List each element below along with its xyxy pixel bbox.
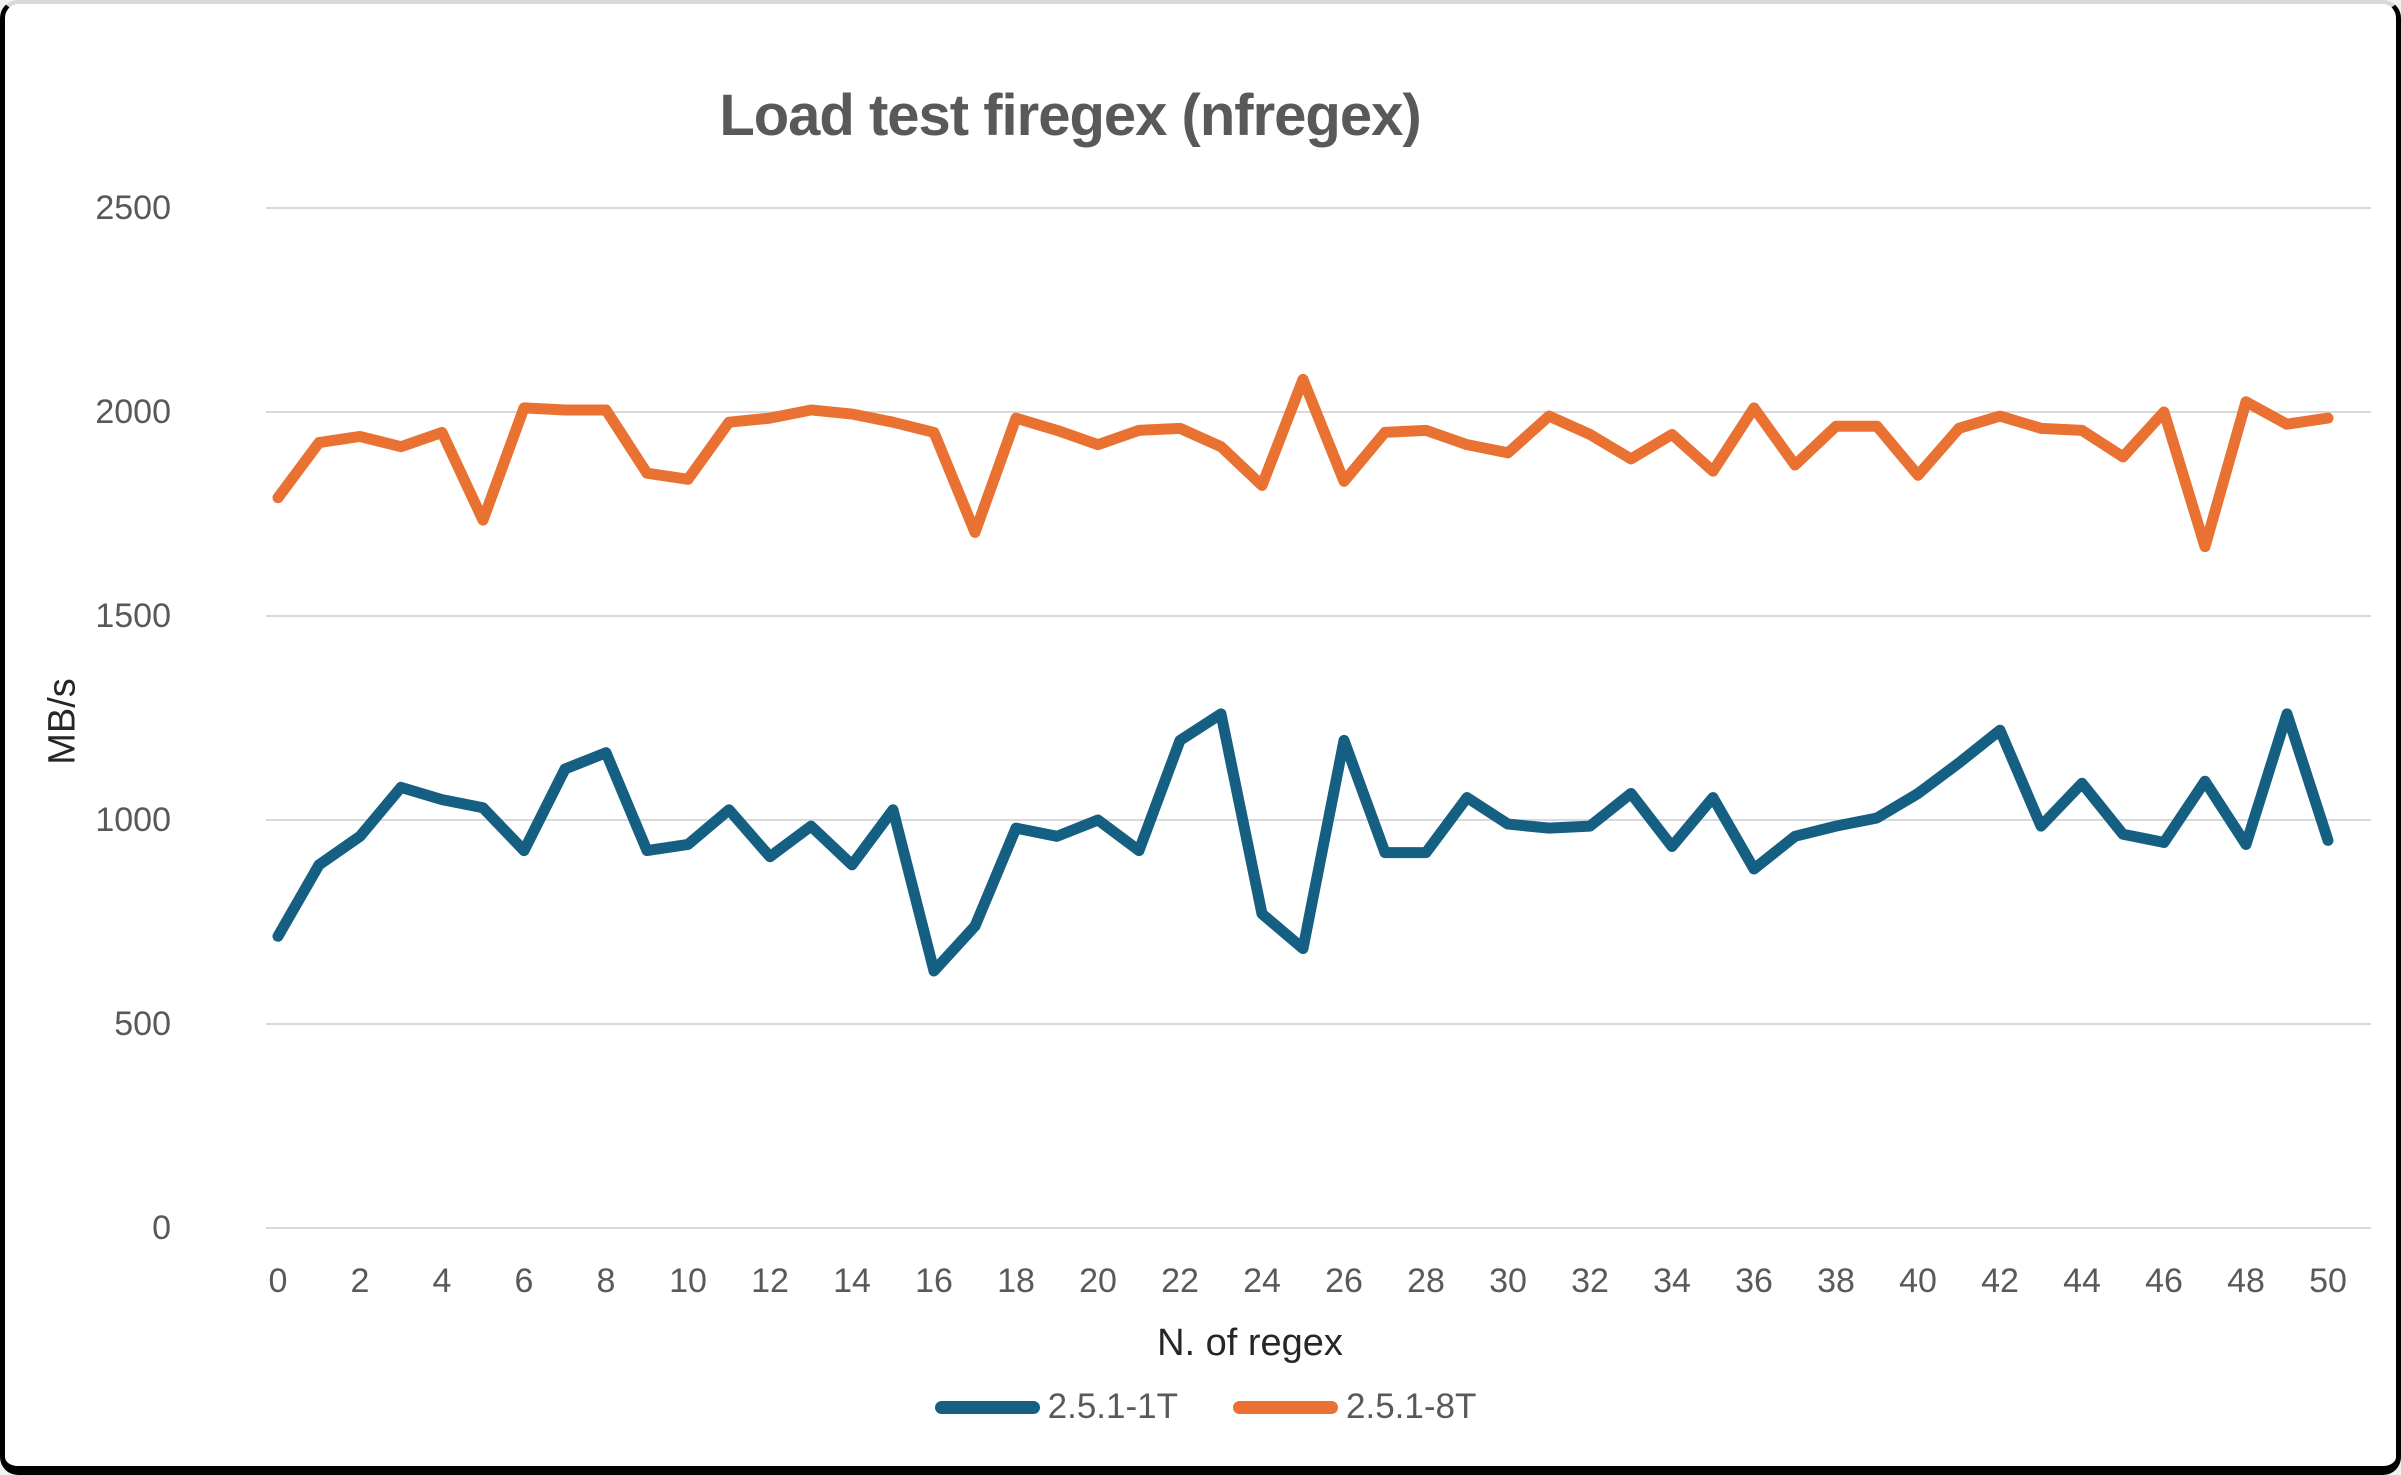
x-tick-label-0: 0 (268, 1262, 288, 1300)
x-tick-label-28: 28 (1407, 1262, 1445, 1300)
x-tick-label-50: 50 (2309, 1262, 2347, 1300)
x-tick-label-14: 14 (833, 1262, 871, 1300)
x-tick-label-16: 16 (915, 1262, 953, 1300)
y-tick-label-2500: 2500 (95, 189, 171, 227)
x-tick-label-38: 38 (1817, 1262, 1855, 1300)
x-tick-label-26: 26 (1325, 1262, 1363, 1300)
chart-title: Load test firegex (nfregex) (719, 83, 1421, 148)
x-tick-label-10: 10 (669, 1262, 707, 1300)
x-tick-label-46: 46 (2145, 1262, 2183, 1300)
legend-item-2.5.1-8T: 2.5.1-8T (1233, 1387, 1476, 1427)
x-tick-label-2: 2 (350, 1262, 370, 1300)
legend-swatch-2.5.1-1T (934, 1400, 1040, 1414)
x-tick-label-22: 22 (1161, 1262, 1199, 1300)
x-tick-label-30: 30 (1489, 1262, 1527, 1300)
legend-item-2.5.1-1T: 2.5.1-1T (934, 1387, 1178, 1427)
legend: 2.5.1-1T 2.5.1-8T (5, 1387, 2396, 1427)
y-tick-label-0: 0 (152, 1209, 171, 1247)
x-tick-label-20: 20 (1079, 1262, 1117, 1300)
plot-area (266, 207, 2371, 1229)
x-tick-label-24: 24 (1243, 1262, 1281, 1300)
x-tick-label-18: 18 (997, 1262, 1035, 1300)
x-tick-label-32: 32 (1571, 1262, 1609, 1300)
legend-swatch-2.5.1-8T (1233, 1400, 1338, 1414)
x-axis-title: N. of regex (1157, 1322, 1343, 1364)
legend-label-2.5.1-8T: 2.5.1-8T (1346, 1387, 1477, 1426)
x-tick-label-36: 36 (1735, 1262, 1773, 1300)
x-tick-label-48: 48 (2227, 1262, 2265, 1300)
series-line-2.5.1-1T (272, 708, 2334, 977)
y-tick-label-1500: 1500 (95, 597, 171, 635)
x-tick-label-42: 42 (1981, 1262, 2019, 1300)
x-tick-label-34: 34 (1653, 1262, 1691, 1300)
x-tick-label-44: 44 (2063, 1262, 2101, 1300)
legend-label-2.5.1-1T: 2.5.1-1T (1047, 1387, 1178, 1426)
x-tick-label-4: 4 (432, 1262, 452, 1300)
y-tick-label-1000: 1000 (95, 801, 171, 839)
series-line-2.5.1-8T (272, 373, 2334, 553)
y-tick-label-2000: 2000 (95, 393, 171, 431)
x-tick-label-6: 6 (514, 1262, 534, 1300)
x-tick-label-40: 40 (1899, 1262, 1937, 1300)
x-tick-label-12: 12 (751, 1262, 789, 1300)
y-tick-label-500: 500 (114, 1005, 171, 1043)
y-axis-title: MB/s (41, 678, 84, 765)
x-tick-label-8: 8 (596, 1262, 616, 1300)
